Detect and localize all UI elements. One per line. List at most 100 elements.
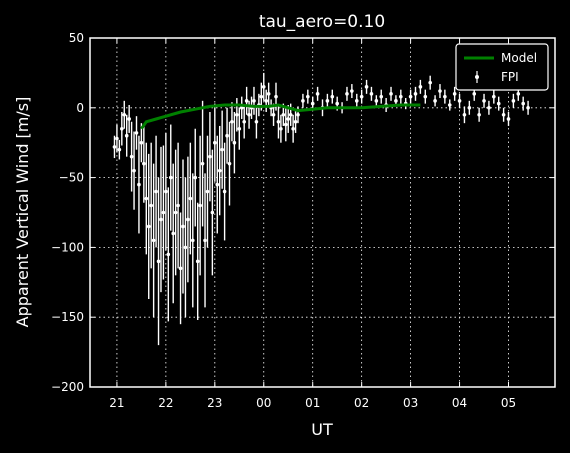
legend-fpi-swatch-dot: [475, 75, 479, 79]
fpi-point: [364, 85, 369, 89]
fpi-point: [330, 94, 335, 99]
fpi-point: [193, 175, 198, 180]
fpi-point: [237, 126, 242, 131]
fpi-point: [176, 203, 180, 208]
fpi-point: [122, 112, 127, 117]
fpi-point: [413, 92, 418, 96]
fpi-point: [467, 106, 472, 110]
fpi-point: [310, 101, 315, 106]
fpi-point: [166, 252, 171, 257]
fpi-point: [220, 147, 224, 152]
x-tick-label: 01: [305, 396, 320, 410]
fpi-point: [171, 231, 176, 236]
fpi-point: [217, 168, 222, 173]
x-axis-ticks: 21 22 23 00 01 02 03 04 05: [109, 38, 516, 410]
fpi-point: [283, 122, 288, 127]
fpi-point: [271, 112, 276, 117]
y-tick-label: −200: [51, 380, 84, 394]
y-tick-label: 50: [69, 31, 84, 45]
fpi-point: [501, 112, 506, 117]
x-tick-label: 21: [109, 396, 124, 410]
fpi-point: [254, 119, 259, 124]
fpi-point: [462, 112, 467, 117]
y-tick-label: −50: [59, 171, 84, 185]
fpi-point: [472, 92, 477, 96]
fpi-point: [279, 126, 283, 131]
fpi-point: [306, 94, 310, 99]
fpi-point: [134, 131, 139, 135]
x-tick-label: 22: [158, 396, 173, 410]
y-tick-label: −150: [51, 310, 84, 324]
fpi-point: [215, 182, 220, 187]
fpi-point: [281, 112, 286, 117]
fpi-point: [210, 210, 215, 215]
fpi-point: [178, 266, 183, 271]
fpi-point: [239, 106, 244, 110]
x-tick-label: 00: [256, 396, 271, 410]
fpi-point: [188, 196, 193, 201]
fpi-point: [274, 94, 278, 99]
fpi-point: [276, 119, 281, 124]
fpi-point: [186, 217, 190, 222]
x-tick-label: 23: [207, 396, 222, 410]
fpi-point: [227, 161, 232, 166]
fpi-point: [161, 210, 166, 215]
fpi-point: [117, 147, 122, 152]
fpi-point: [132, 168, 136, 173]
fpi-point: [144, 196, 149, 201]
fpi-point: [142, 161, 146, 166]
plot-frame: [89, 37, 556, 388]
fpi-point: [183, 245, 188, 250]
fpi-point: [487, 106, 491, 110]
fpi-point: [115, 136, 119, 141]
legend-model-label: Model: [501, 51, 537, 65]
x-axis-label: UT: [311, 420, 333, 439]
fpi-point: [149, 203, 153, 208]
fpi-point: [369, 92, 374, 96]
fpi-point: [259, 94, 264, 99]
x-tick-label: 04: [452, 396, 467, 410]
fpi-point: [242, 119, 246, 124]
fpi-point: [447, 103, 452, 107]
fpi-point: [129, 154, 134, 159]
x-tick-label: 05: [501, 396, 516, 410]
fpi-point: [325, 99, 330, 103]
fpi-point: [225, 133, 229, 138]
legend-fpi-label: FPI: [501, 70, 519, 84]
fpi-point: [354, 99, 359, 103]
fpi-point: [159, 217, 163, 222]
fpi-point: [198, 203, 202, 208]
fpi-point: [457, 99, 462, 103]
fpi-point: [124, 133, 129, 138]
fpi-point: [418, 85, 423, 89]
fpi-point: [151, 238, 156, 243]
fpi-point: [516, 92, 521, 96]
fpi-point: [291, 126, 295, 131]
fpi-point: [496, 101, 501, 106]
fpi-point: [146, 224, 151, 229]
fpi-point: [203, 238, 207, 243]
fpi-point: [200, 161, 205, 166]
fpi-point: [213, 140, 217, 145]
fpi-point: [492, 94, 496, 99]
fpi-point: [335, 101, 339, 106]
fpi-point: [137, 182, 141, 187]
fpi-point: [288, 112, 293, 117]
fpi-point: [389, 92, 393, 96]
legend-box: [455, 43, 549, 91]
fpi-point: [394, 99, 398, 103]
fpi-point: [173, 210, 178, 215]
y-axis-ticks: −200 −150 −100 −50 0 50: [51, 31, 555, 394]
fpi-point: [120, 126, 124, 131]
fpi-point: [286, 117, 291, 121]
fpi-point: [452, 92, 457, 96]
fpi-point: [438, 89, 442, 93]
fpi-point: [443, 94, 447, 99]
fpi-point: [477, 112, 481, 117]
fpi-point: [408, 94, 413, 99]
legend: Model FPI: [455, 43, 549, 91]
fpi-point: [190, 238, 195, 243]
fpi-point: [127, 117, 131, 121]
fpi-point: [350, 89, 354, 93]
